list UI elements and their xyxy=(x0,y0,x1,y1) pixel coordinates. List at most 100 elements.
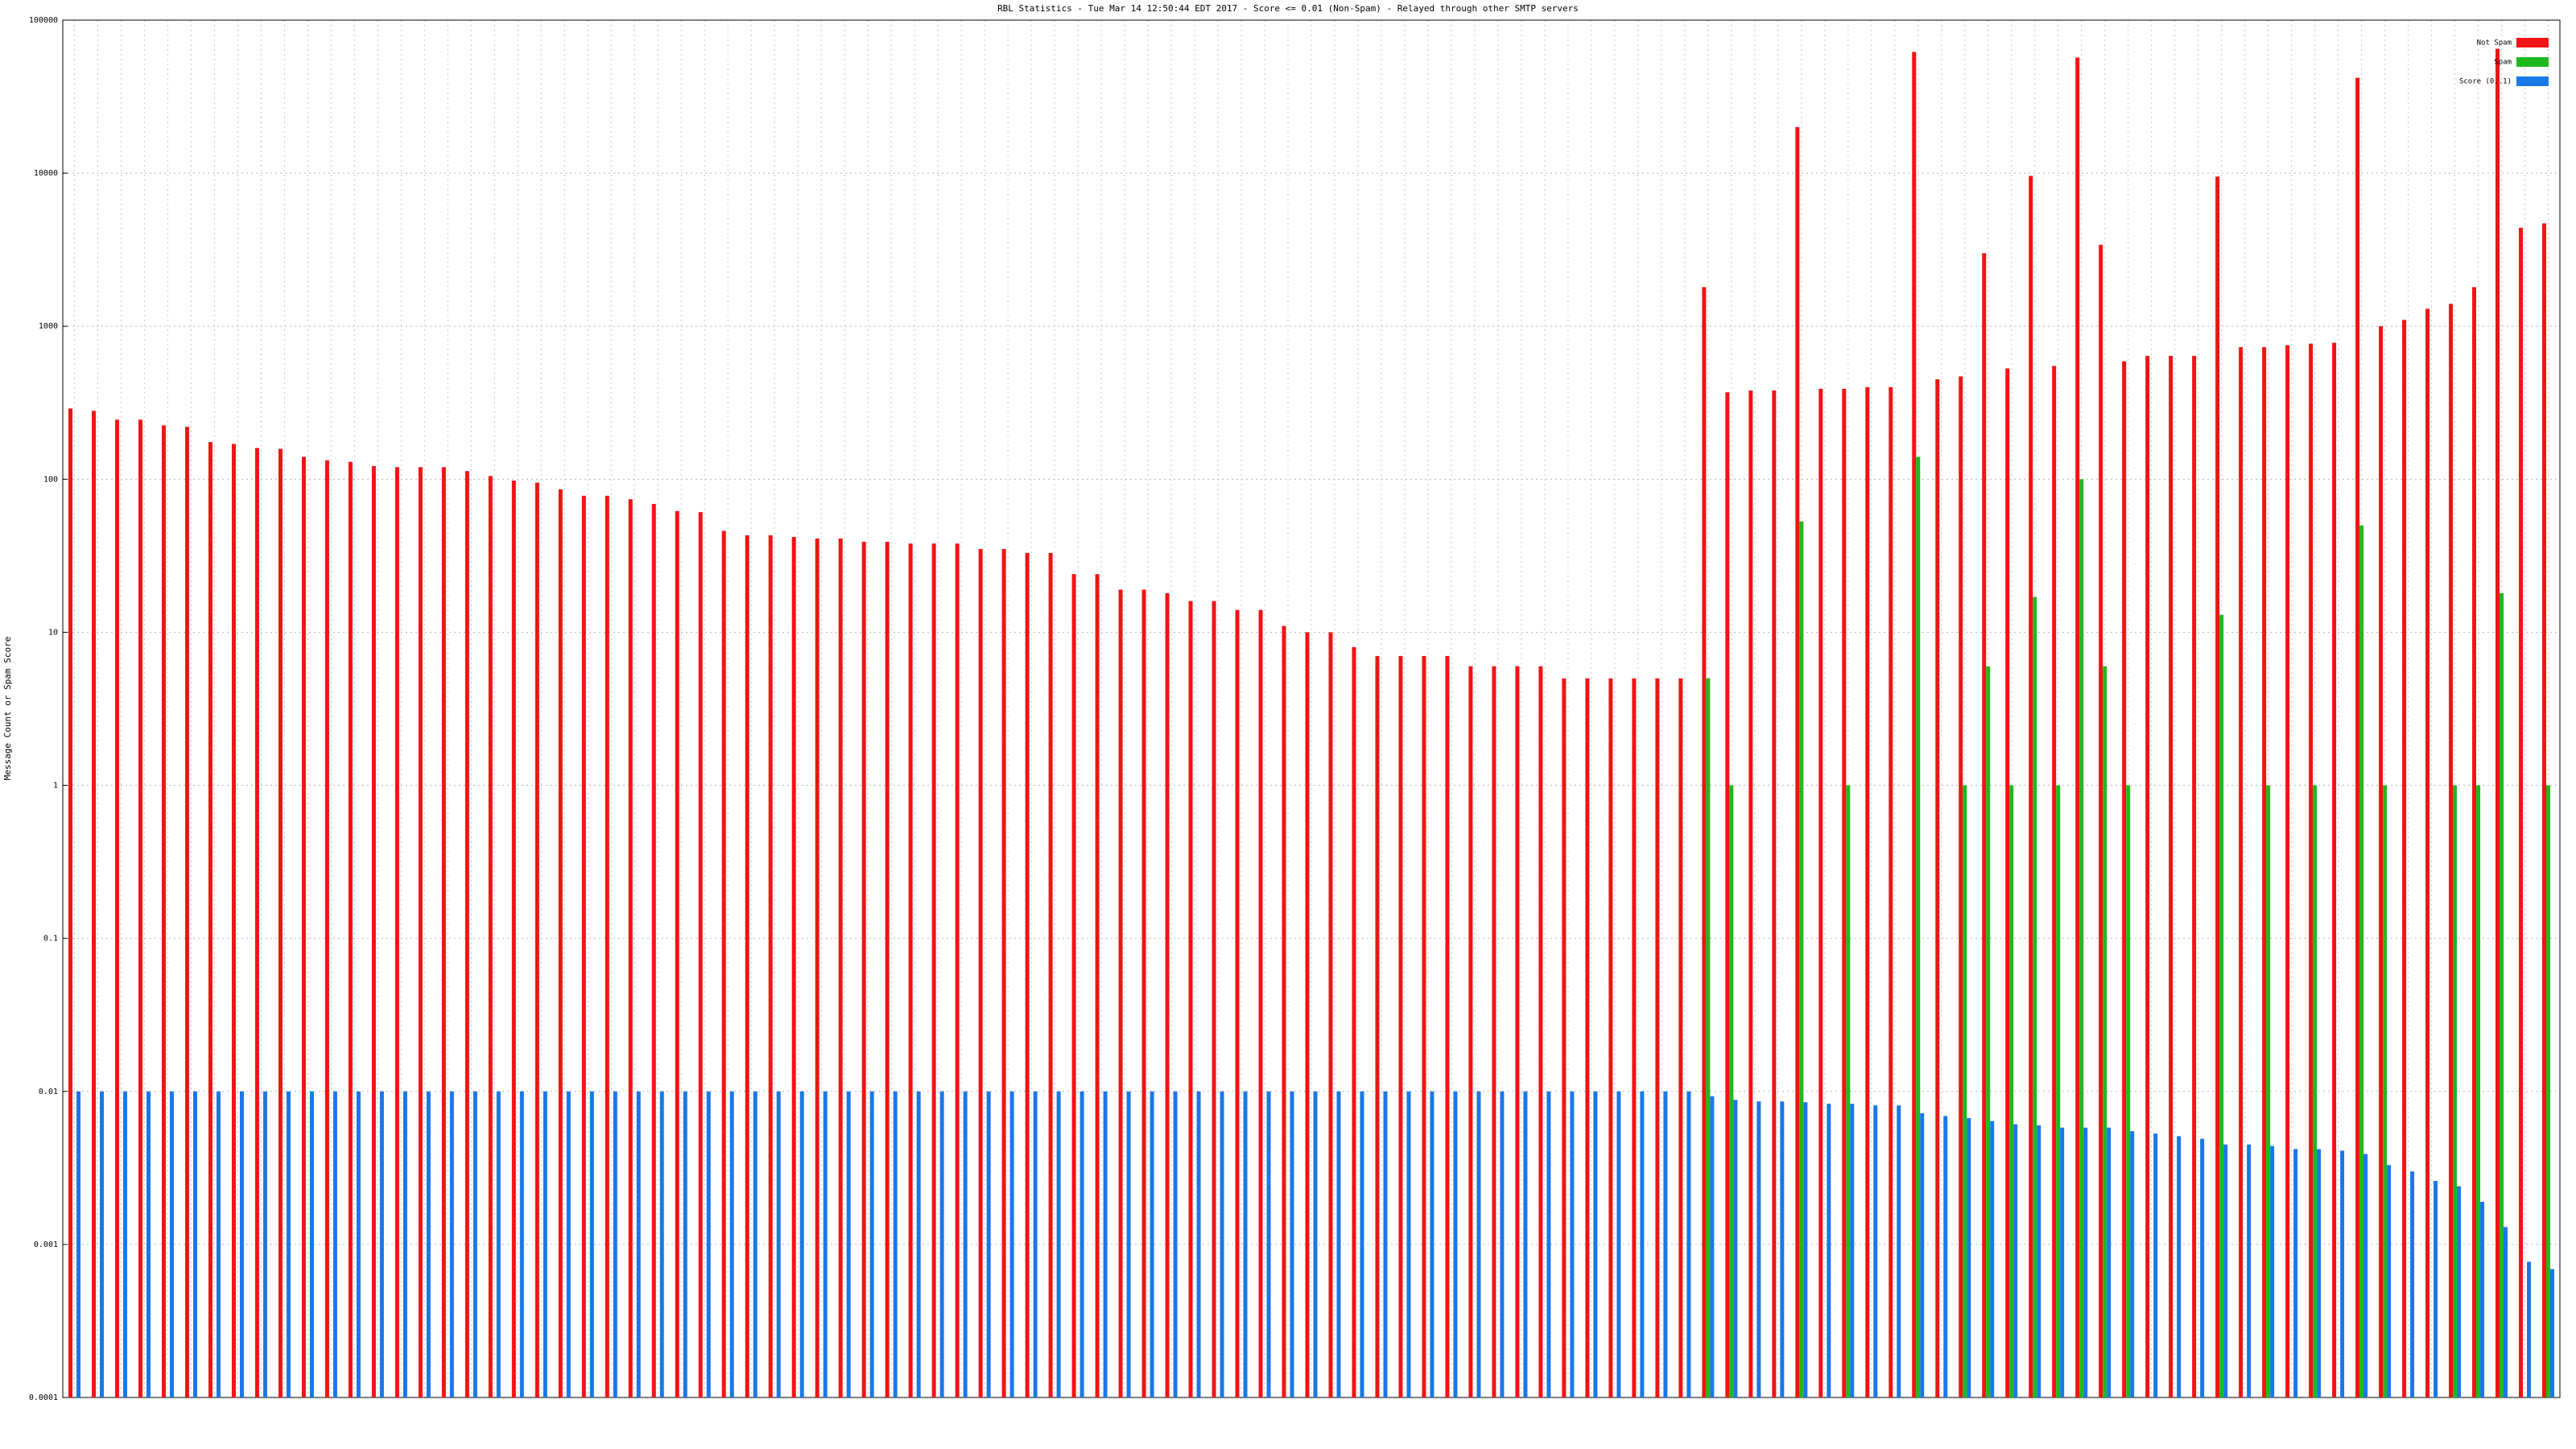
bar xyxy=(2476,785,2481,1397)
bar xyxy=(2425,308,2430,1398)
bar xyxy=(659,1091,664,1397)
bar xyxy=(1655,678,1660,1397)
bar xyxy=(2293,1149,2298,1397)
bar xyxy=(2079,479,2084,1398)
bar xyxy=(76,1091,80,1397)
bar xyxy=(1422,655,1426,1397)
bar xyxy=(1173,1091,1178,1397)
bar xyxy=(1616,1091,1621,1397)
bar xyxy=(441,467,446,1398)
bar xyxy=(2192,356,2197,1397)
bar xyxy=(2009,785,2014,1397)
bar xyxy=(2496,48,2500,1397)
bar xyxy=(1360,1091,1364,1397)
bar xyxy=(254,448,259,1397)
bar xyxy=(2332,342,2337,1398)
bar xyxy=(1375,655,1380,1397)
bar xyxy=(1500,1091,1505,1397)
bar xyxy=(2126,785,2131,1397)
bar xyxy=(1632,678,1637,1397)
bar xyxy=(1056,1091,1061,1397)
bar xyxy=(216,1091,221,1397)
bar xyxy=(1352,646,1356,1397)
bar xyxy=(1990,1121,1995,1397)
bar xyxy=(2453,785,2458,1397)
bar xyxy=(1663,1091,1668,1397)
bar xyxy=(161,425,166,1397)
bar xyxy=(464,471,469,1397)
bar xyxy=(2410,1171,2415,1397)
bar xyxy=(1865,386,1870,1398)
bar xyxy=(1523,1091,1528,1397)
bar xyxy=(698,512,703,1397)
bar xyxy=(1585,678,1590,1397)
bar xyxy=(838,538,843,1397)
bar xyxy=(1282,625,1286,1397)
bar xyxy=(2457,1186,2462,1397)
bar xyxy=(605,495,609,1397)
bar xyxy=(2480,1201,2485,1397)
bar xyxy=(2527,1261,2532,1397)
bar xyxy=(208,442,213,1397)
bar xyxy=(986,1091,991,1397)
legend: Not Spam Spam Score (0..1) xyxy=(2459,38,2549,86)
bar xyxy=(2550,1269,2555,1397)
bar xyxy=(1033,1091,1038,1397)
bar xyxy=(2500,592,2504,1397)
bar xyxy=(1258,609,1263,1397)
bar xyxy=(1328,632,1333,1397)
bar xyxy=(613,1091,617,1397)
bar xyxy=(2219,614,2224,1397)
bar xyxy=(114,419,119,1397)
bar xyxy=(1212,601,1216,1397)
bar xyxy=(1430,1091,1435,1397)
bar xyxy=(651,503,656,1397)
bar xyxy=(488,476,493,1398)
bar xyxy=(1492,666,1496,1397)
bar xyxy=(2434,1180,2438,1397)
bar xyxy=(1846,785,1851,1397)
bar xyxy=(978,549,983,1398)
bar xyxy=(473,1091,477,1397)
bar xyxy=(1141,589,1146,1397)
bar xyxy=(2379,326,2384,1398)
bar xyxy=(2247,1144,2252,1397)
bar xyxy=(286,1091,291,1397)
y-axis-label: Message Count or Spam Score xyxy=(2,637,13,781)
bar xyxy=(1593,1091,1598,1397)
bar xyxy=(581,495,586,1397)
bar xyxy=(768,535,773,1397)
legend-label: Spam xyxy=(2494,59,2512,67)
bar xyxy=(1468,666,1473,1397)
bar xyxy=(955,543,960,1397)
bar xyxy=(1562,678,1567,1397)
bar xyxy=(2309,343,2314,1397)
bar xyxy=(2029,175,2033,1397)
bar xyxy=(1702,287,1707,1397)
bar xyxy=(916,1091,921,1397)
bar xyxy=(1445,655,1450,1397)
bar xyxy=(2262,347,2267,1397)
bar xyxy=(426,1091,431,1397)
bar xyxy=(1710,1096,1715,1397)
bar xyxy=(324,460,329,1397)
bar xyxy=(1515,666,1520,1397)
bar xyxy=(146,1091,151,1397)
bar xyxy=(1406,1091,1411,1397)
bar xyxy=(2169,356,2174,1397)
bar xyxy=(1103,1091,1108,1397)
bar xyxy=(1725,392,1730,1397)
bar xyxy=(68,408,72,1398)
bar xyxy=(2075,57,2080,1398)
bar xyxy=(1235,609,1240,1397)
bar xyxy=(1196,1091,1201,1397)
bar xyxy=(1818,388,1823,1398)
bar xyxy=(1243,1091,1248,1397)
bar xyxy=(1476,1091,1481,1397)
bar xyxy=(394,467,399,1398)
bar xyxy=(1313,1091,1318,1397)
bar xyxy=(2056,785,2061,1397)
bar xyxy=(2215,176,2220,1398)
bar xyxy=(1266,1091,1271,1397)
bar xyxy=(628,499,633,1397)
